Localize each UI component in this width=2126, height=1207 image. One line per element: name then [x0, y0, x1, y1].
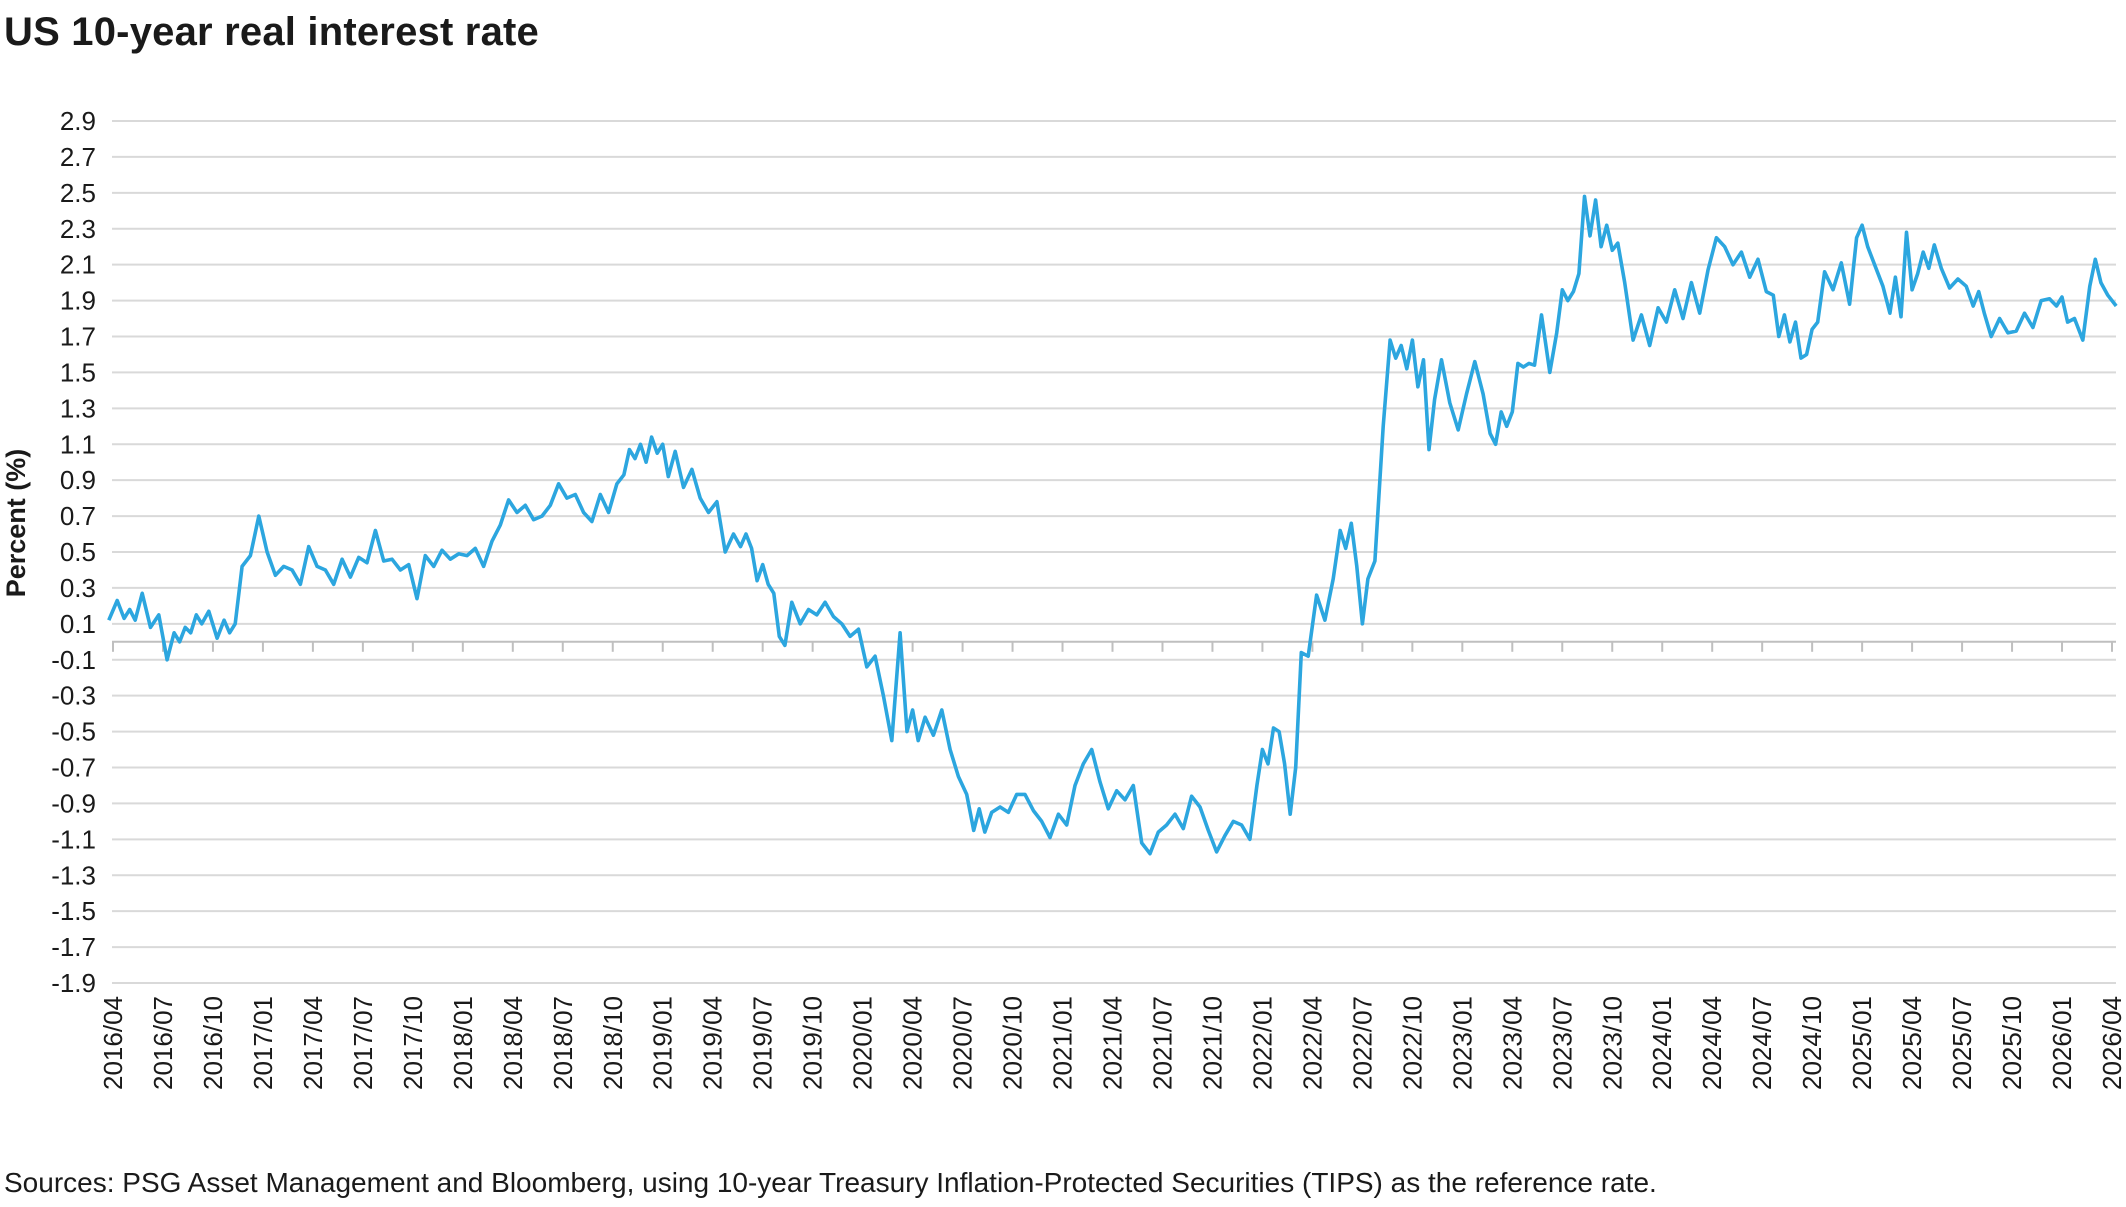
y-tick-label: 0.7 — [60, 501, 96, 531]
x-tick-label: 2023/01 — [1447, 996, 1477, 1090]
y-tick-label: 1.9 — [60, 286, 96, 316]
y-tick-label: 1.5 — [60, 357, 96, 387]
y-tick-label: -1.9 — [51, 968, 96, 998]
x-tick-label: 2024/04 — [1697, 996, 1727, 1090]
y-tick-label: -1.5 — [51, 896, 96, 926]
x-tick-label: 2017/07 — [348, 996, 378, 1090]
y-tick-label: 0.9 — [60, 465, 96, 495]
y-tick-label: -0.5 — [51, 717, 96, 747]
gridlines — [112, 120, 2116, 984]
y-tick-label: 0.1 — [60, 609, 96, 639]
x-tick-label: 2017/10 — [398, 996, 428, 1090]
x-tick-label: 2021/04 — [1098, 996, 1128, 1090]
x-tick-label: 2024/10 — [1797, 996, 1827, 1090]
x-tick-label: 2017/01 — [248, 996, 278, 1090]
x-tick-label: 2026/01 — [2047, 996, 2077, 1090]
x-tick-label: 2025/07 — [1947, 996, 1977, 1090]
x-tick-label: 2024/01 — [1647, 996, 1677, 1090]
x-tick-label: 2016/07 — [148, 996, 178, 1090]
x-tick-label: 2021/01 — [1048, 996, 1078, 1090]
x-tick-label: 2016/04 — [98, 996, 128, 1090]
y-axis-ticks: 2.9 2.7 2.5 2.3 2.1 1.9 1.7 1.5 1.3 1.1 0.9 0.7 0.5 0… — [51, 106, 96, 998]
y-tick-label: 2.7 — [60, 142, 96, 172]
x-tick-label: 2018/04 — [498, 996, 528, 1090]
x-tick-label: 2022/01 — [1247, 996, 1277, 1090]
x-tick-label: 2020/04 — [898, 996, 928, 1090]
y-tick-label: 2.9 — [60, 106, 96, 136]
y-tick-label: -0.9 — [51, 788, 96, 818]
y-tick-label: 2.5 — [60, 178, 96, 208]
x-tick-label: 2017/04 — [298, 996, 328, 1090]
chart-title: US 10-year real interest rate — [4, 10, 539, 54]
x-tick-label: 2019/01 — [648, 996, 678, 1090]
x-tick-label: 2023/04 — [1497, 996, 1527, 1090]
y-tick-label: -0.3 — [51, 681, 96, 711]
y-tick-label: 2.1 — [60, 250, 96, 280]
y-tick-label: 1.3 — [60, 393, 96, 423]
x-axis-ticks: 2016/04 2016/07 2016/10 2017/01 2017/04 2017/… — [98, 641, 2126, 1090]
y-tick-label: 2.3 — [60, 214, 96, 244]
y-tick-label: 0.5 — [60, 537, 96, 567]
x-tick-label: 2018/01 — [448, 996, 478, 1090]
y-tick-label: 0.3 — [60, 573, 96, 603]
x-tick-label: 2018/10 — [598, 996, 628, 1090]
x-tick-label: 2024/07 — [1747, 996, 1777, 1090]
x-tick-label: 2025/10 — [1997, 996, 2027, 1090]
y-tick-label: -1.1 — [51, 824, 96, 854]
y-tick-label: 1.7 — [60, 322, 96, 352]
y-axis-label: Percent (%) — [1, 449, 31, 598]
x-tick-label: 2018/07 — [548, 996, 578, 1090]
y-tick-label: -0.1 — [51, 645, 96, 675]
series-line-real-rate — [107, 194, 2118, 856]
y-tick-label: 1.1 — [60, 429, 96, 459]
x-tick-label: 2022/07 — [1347, 996, 1377, 1090]
x-tick-label: 2023/10 — [1597, 996, 1627, 1090]
x-tick-label: 2025/04 — [1897, 996, 1927, 1090]
x-tick-label: 2019/04 — [698, 996, 728, 1090]
x-tick-label: 2020/10 — [998, 996, 1028, 1090]
x-tick-label: 2022/10 — [1397, 996, 1427, 1090]
x-tick-label: 2020/07 — [948, 996, 978, 1090]
x-tick-label: 2016/10 — [198, 996, 228, 1090]
y-tick-label: -0.7 — [51, 753, 96, 783]
x-tick-label: 2019/07 — [748, 996, 778, 1090]
x-tick-label: 2019/10 — [798, 996, 828, 1090]
x-tick-label: 2025/01 — [1847, 996, 1877, 1090]
x-tick-label: 2022/04 — [1297, 996, 1327, 1090]
x-tick-label: 2021/10 — [1197, 996, 1227, 1090]
x-tick-label: 2026/04 — [2097, 996, 2126, 1090]
source-footnote: Sources: PSG Asset Management and Bloomb… — [4, 1167, 1657, 1198]
y-tick-label: -1.7 — [51, 932, 96, 962]
x-tick-label: 2021/07 — [1147, 996, 1177, 1090]
x-tick-label: 2023/07 — [1547, 996, 1577, 1090]
y-tick-label: -1.3 — [51, 860, 96, 890]
x-tick-label: 2020/01 — [848, 996, 878, 1090]
